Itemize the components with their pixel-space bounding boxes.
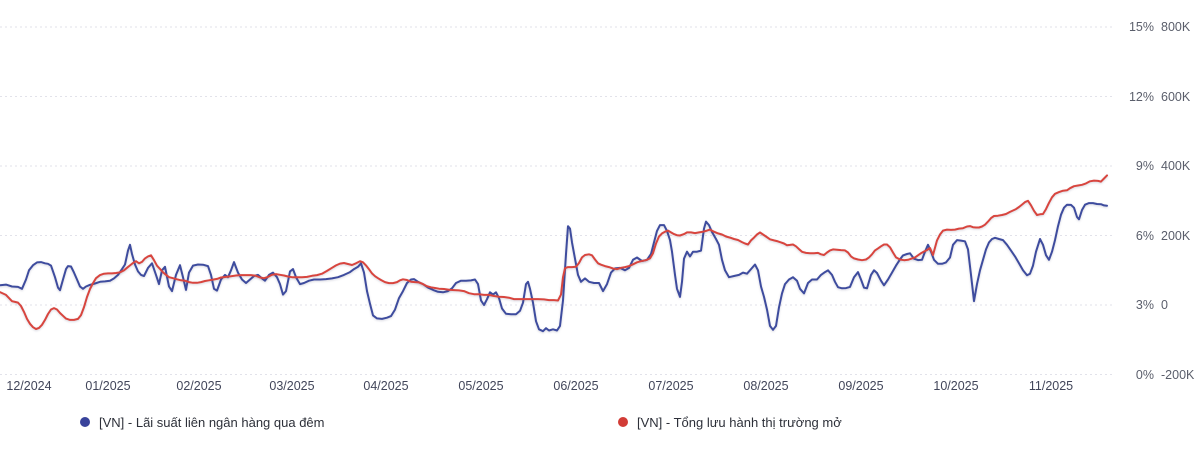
y-tick-label-volume: 600K bbox=[1161, 89, 1191, 104]
y-tick-label-percent: 15% bbox=[1128, 20, 1154, 34]
chart-legend: [VN] - Lãi suất liên ngân hàng qua đêm [… bbox=[0, 408, 1200, 438]
y-tick-label-volume: 200K bbox=[1161, 228, 1191, 243]
series-line-interbank-rate[interactable] bbox=[0, 202, 1108, 333]
legend-item-interbank-rate[interactable]: [VN] - Lãi suất liên ngân hàng qua đêm bbox=[80, 411, 324, 433]
x-tick-label: 07/2025 bbox=[648, 379, 694, 393]
y-tick-label-percent: 6% bbox=[1135, 228, 1154, 243]
x-tick-label: 01/2025 bbox=[85, 379, 131, 393]
x-tick-label: 05/2025 bbox=[458, 379, 504, 393]
legend-dot-red-icon bbox=[618, 417, 628, 427]
legend-dot-blue-icon bbox=[80, 417, 90, 427]
x-tick-label: 10/2025 bbox=[933, 379, 979, 393]
legend-label: [VN] - Lãi suất liên ngân hàng qua đêm bbox=[99, 414, 325, 430]
x-tick-label: 12/2024 bbox=[6, 379, 52, 393]
x-tick-label: 04/2025 bbox=[363, 379, 409, 393]
y-tick-label-volume: 0 bbox=[1161, 298, 1168, 312]
x-tick-label: 11/2025 bbox=[1028, 379, 1074, 393]
x-tick-label: 06/2025 bbox=[553, 379, 599, 393]
y-tick-label-percent: 12% bbox=[1128, 89, 1154, 104]
series-line-omo-outstanding[interactable] bbox=[0, 174, 1108, 330]
y-tick-label-percent: 0% bbox=[1135, 367, 1154, 382]
y-tick-label-volume: 800K bbox=[1161, 20, 1191, 34]
legend-item-omo-outstanding[interactable]: [VN] - Tổng lưu hành thị trường mở bbox=[618, 411, 842, 433]
y-tick-label-volume: 400K bbox=[1161, 159, 1191, 173]
x-tick-label: 03/2025 bbox=[269, 379, 315, 393]
y-tick-label-percent: 9% bbox=[1135, 159, 1154, 173]
y-tick-label-volume: -200K bbox=[1161, 367, 1195, 382]
legend-label: [VN] - Tổng lưu hành thị trường mở bbox=[637, 414, 842, 430]
x-tick-label: 08/2025 bbox=[743, 379, 789, 393]
x-axis-labels: 12/2024 01/2025 02/2025 03/2025 04/2025 05/20… bbox=[0, 379, 1200, 397]
y-tick-label-percent: 3% bbox=[1135, 298, 1154, 312]
x-tick-label: 09/2025 bbox=[838, 379, 884, 393]
x-tick-label: 02/2025 bbox=[176, 379, 222, 393]
